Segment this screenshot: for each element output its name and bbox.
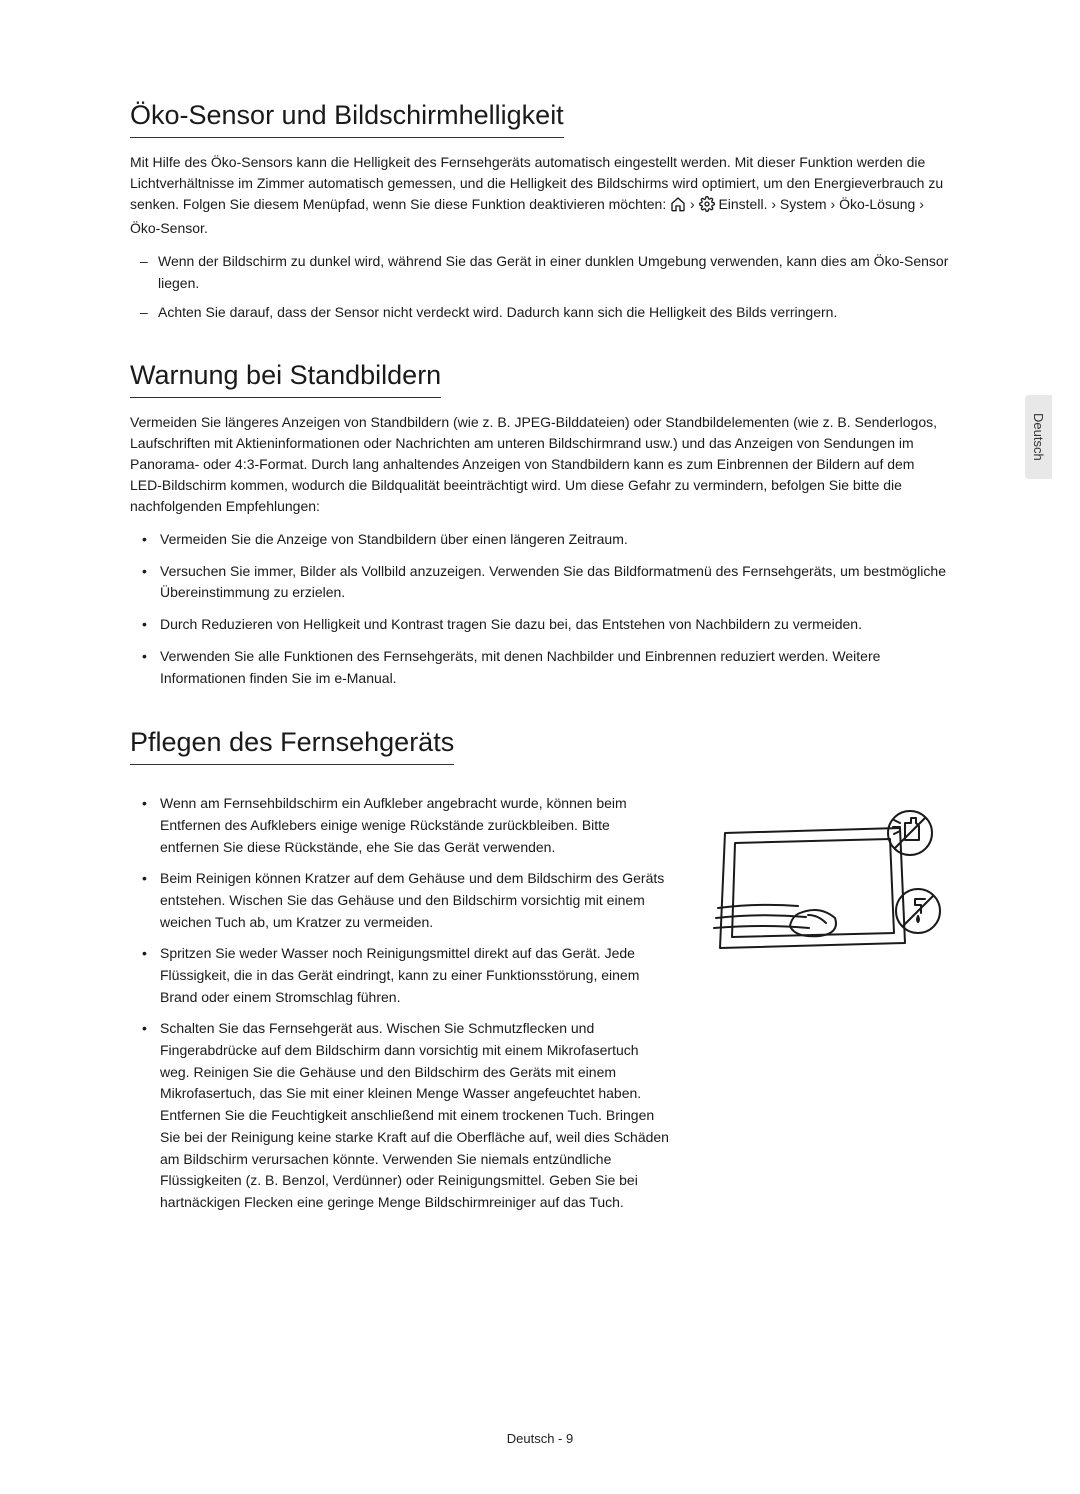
- tv-cleaning-illustration: [700, 803, 950, 983]
- list-item: Vermeiden Sie die Anzeige von Standbilde…: [156, 529, 950, 551]
- path-p1: System: [780, 196, 827, 212]
- list-item: Wenn der Bildschirm zu dunkel wird, währ…: [144, 251, 950, 294]
- care-text: Wenn am Fernsehbildschirm ein Aufkleber …: [130, 793, 670, 1223]
- path-sep-3: ›: [831, 196, 840, 212]
- section-title-eco: Öko-Sensor und Bildschirmhelligkeit: [130, 100, 564, 138]
- care-row: Wenn am Fernsehbildschirm ein Aufkleber …: [130, 793, 950, 1223]
- list-item: Beim Reinigen können Kratzer auf dem Geh…: [156, 868, 670, 933]
- path-sep-4: ›: [919, 196, 924, 212]
- path-p3: Öko-Sensor: [130, 220, 204, 236]
- page-footer: Deutsch - 9: [0, 1431, 1080, 1446]
- section-title-still: Warnung bei Standbildern: [130, 360, 441, 398]
- path-p2: Öko-Lösung: [839, 196, 915, 212]
- eco-intro-after: .: [204, 220, 208, 236]
- eco-dash-list: Wenn der Bildschirm zu dunkel wird, währ…: [130, 251, 950, 324]
- path-p0: Einstell.: [718, 196, 767, 212]
- still-intro: Vermeiden Sie längeres Anzeigen von Stan…: [130, 412, 950, 517]
- care-illustration: [700, 793, 950, 1223]
- home-icon: [670, 196, 686, 218]
- list-item: Durch Reduzieren von Helligkeit und Kont…: [156, 614, 950, 636]
- path-sep-2: ›: [771, 196, 780, 212]
- list-item: Schalten Sie das Fernsehgerät aus. Wisch…: [156, 1018, 670, 1213]
- still-bullet-list: Vermeiden Sie die Anzeige von Standbilde…: [130, 529, 950, 689]
- eco-intro: Mit Hilfe des Öko-Sensors kann die Helli…: [130, 152, 950, 239]
- list-item: Verwenden Sie alle Funktionen des Fernse…: [156, 646, 950, 689]
- list-item: Wenn am Fernsehbildschirm ein Aufkleber …: [156, 793, 670, 858]
- list-item: Versuchen Sie immer, Bilder als Vollbild…: [156, 561, 950, 604]
- care-bullet-list: Wenn am Fernsehbildschirm ein Aufkleber …: [130, 793, 670, 1213]
- path-sep-1: ›: [690, 196, 699, 212]
- section-title-care: Pflegen des Fernsehgeräts: [130, 727, 454, 765]
- list-item: Achten Sie darauf, dass der Sensor nicht…: [144, 302, 950, 324]
- list-item: Spritzen Sie weder Wasser noch Reinigung…: [156, 943, 670, 1008]
- gear-icon: [699, 196, 715, 218]
- language-tab: Deutsch: [1025, 395, 1052, 479]
